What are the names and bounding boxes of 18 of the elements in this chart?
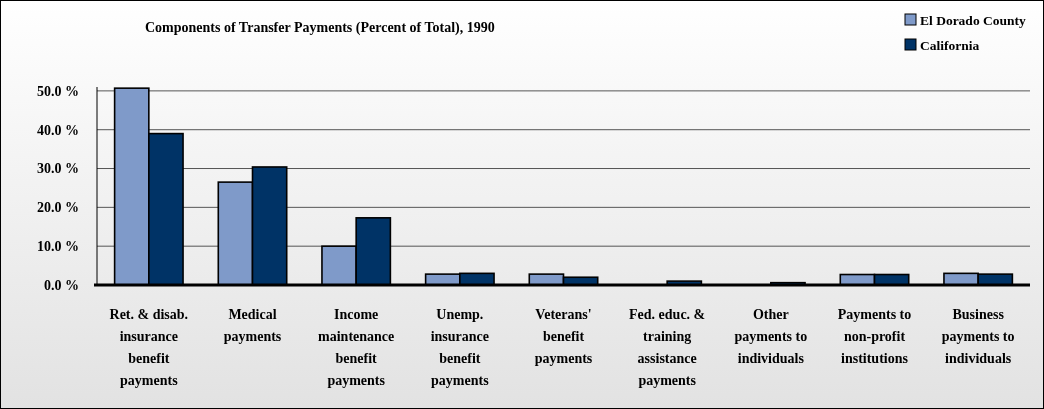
x-tick-label: Ret. & disab. insurance benefit payments xyxy=(109,307,189,388)
x-tick-label: Fed. educ. & training assistance payments xyxy=(629,307,706,388)
x-tick-label: Other payments to individuals xyxy=(734,307,808,366)
x-tick-label: Payments to non-profit institutions xyxy=(837,307,912,366)
legend-label: California xyxy=(920,37,980,53)
y-tick-label: 0.0 % xyxy=(44,277,79,293)
y-tick-label: 40.0 % xyxy=(37,122,79,138)
x-tick-label: Business payments to individuals xyxy=(941,307,1015,366)
x-tick-label: Medical payments xyxy=(223,307,282,344)
y-tick-label: 20.0 % xyxy=(37,200,79,216)
y-tick-label: 10.0 % xyxy=(37,239,79,255)
x-tick-label: Income maintenance benefit payments xyxy=(318,307,395,388)
y-tick-label: 30.0 % xyxy=(37,161,79,177)
chart-title: Components of Transfer Payments (Percent of Total), 1990 xyxy=(145,20,495,36)
legend-label: El Dorado County xyxy=(920,12,1027,28)
x-tick-label: Unemp. insurance benefit payments xyxy=(430,307,490,388)
y-tick-label: 50.0 % xyxy=(37,83,79,99)
x-tick-label: Veterans' benefit payments xyxy=(534,307,593,366)
